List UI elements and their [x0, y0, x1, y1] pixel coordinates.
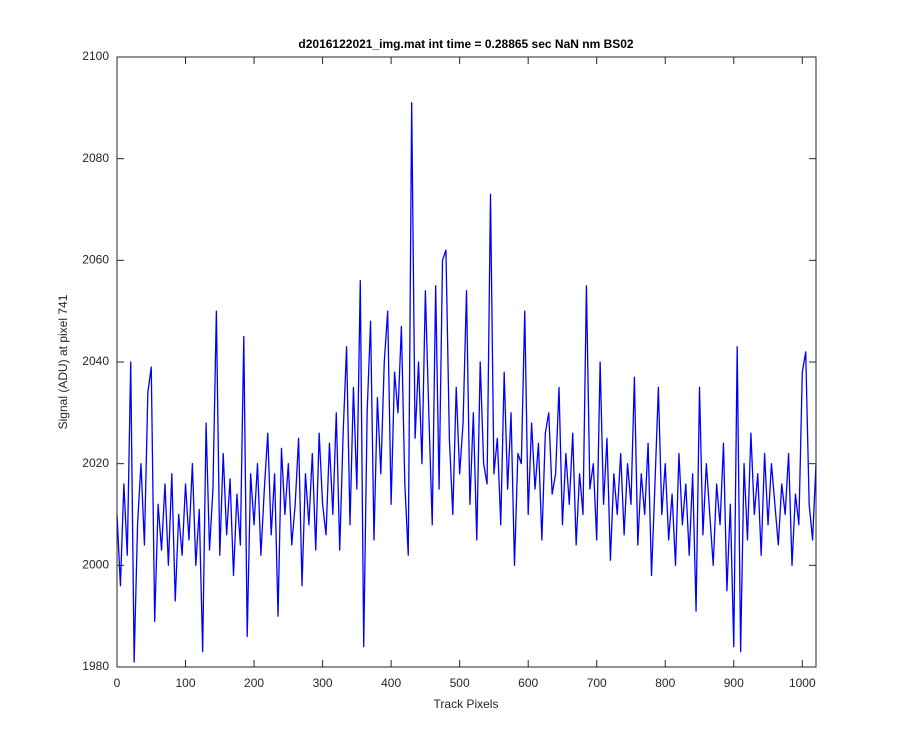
x-tick-label: 1000: [789, 676, 816, 690]
y-tick-label: 2100: [82, 49, 109, 63]
plot-frame: [116, 56, 817, 668]
x-tick-label: 0: [114, 676, 121, 690]
x-tick-label: 600: [518, 676, 538, 690]
x-tick-label: 400: [381, 676, 401, 690]
x-tick-label: 800: [655, 676, 675, 690]
y-tick-label: 1980: [82, 659, 109, 673]
y-tick-label: 2060: [82, 253, 109, 267]
x-tick-label: 700: [587, 676, 607, 690]
x-tick-label: 300: [313, 676, 333, 690]
x-tick-label: 200: [244, 676, 264, 690]
x-tick-label: 500: [450, 676, 470, 690]
data-line: [116, 102, 817, 663]
x-tick-label: 100: [176, 676, 196, 690]
y-tick-label: 2040: [82, 354, 109, 368]
y-tick-label: 2000: [82, 558, 109, 572]
chart-title: d2016122021_img.mat int time = 0.28865 s…: [298, 37, 634, 51]
y-tick-label: 2080: [82, 151, 109, 165]
x-axis-label: Track Pixels: [434, 697, 499, 711]
y-axis-label: Signal (ADU) at pixel 741: [56, 294, 70, 429]
x-tick-label: 900: [724, 676, 744, 690]
y-tick-label: 2020: [82, 456, 109, 470]
